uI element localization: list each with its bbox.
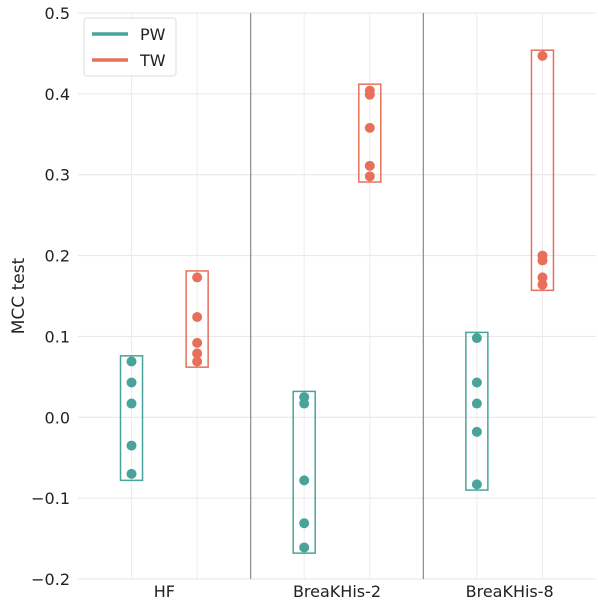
data-point: [471, 479, 482, 490]
data-point: [471, 333, 482, 344]
data-point: [537, 255, 548, 266]
data-point: [537, 272, 548, 283]
grid-layer: [78, 12, 596, 580]
range-box: [185, 270, 209, 368]
data-point: [192, 337, 203, 348]
legend-label: TW: [139, 51, 166, 70]
range-box: [530, 49, 555, 292]
range-box: [465, 331, 489, 491]
data-point: [126, 440, 137, 451]
data-point: [192, 312, 203, 323]
data-point: [364, 160, 375, 171]
x-tick-label: BreaKHis-2: [293, 582, 381, 599]
y-tick-label: 0.4: [45, 85, 70, 104]
data-point: [537, 50, 548, 61]
group-separators: [250, 13, 424, 579]
y-tick-label: 0.3: [45, 166, 70, 185]
x-tick-label: HF: [154, 582, 175, 599]
y-tick-label: 0.2: [45, 247, 70, 266]
data-point: [126, 468, 137, 479]
range-box: [292, 390, 316, 554]
data-points: [126, 50, 548, 553]
data-point: [364, 89, 375, 100]
y-tick-label: 0.0: [45, 408, 70, 427]
data-point: [364, 122, 375, 133]
data-point: [471, 398, 482, 409]
data-point: [299, 518, 310, 529]
legend-label: PW: [140, 25, 166, 44]
data-point: [126, 356, 137, 367]
range-box: [358, 83, 382, 183]
data-point: [192, 272, 203, 283]
y-tick-label: −0.2: [31, 570, 70, 589]
y-tick-label: 0.1: [45, 327, 70, 346]
data-point: [192, 348, 203, 359]
data-point: [299, 475, 310, 486]
y-tick-label: −0.1: [31, 489, 70, 508]
y-axis-label: MCC test: [9, 257, 29, 334]
x-tick-label: BreaKHis-8: [466, 582, 554, 599]
range-box: [119, 355, 144, 482]
data-point: [537, 279, 548, 290]
data-point: [299, 398, 310, 409]
range-boxes: [119, 49, 555, 554]
data-point: [192, 356, 203, 367]
data-point: [126, 398, 137, 409]
axes: MCC test −0.2 −0.1 0.0 0.1 0.2 0.3 0.4 0.5 HF Bre…: [9, 4, 554, 601]
data-point: [471, 377, 482, 388]
data-point: [364, 171, 375, 182]
data-point: [126, 377, 137, 388]
data-point: [471, 426, 482, 437]
y-tick-label: 0.5: [45, 4, 70, 23]
data-point: [299, 542, 310, 553]
legend: PW TW: [83, 17, 177, 77]
